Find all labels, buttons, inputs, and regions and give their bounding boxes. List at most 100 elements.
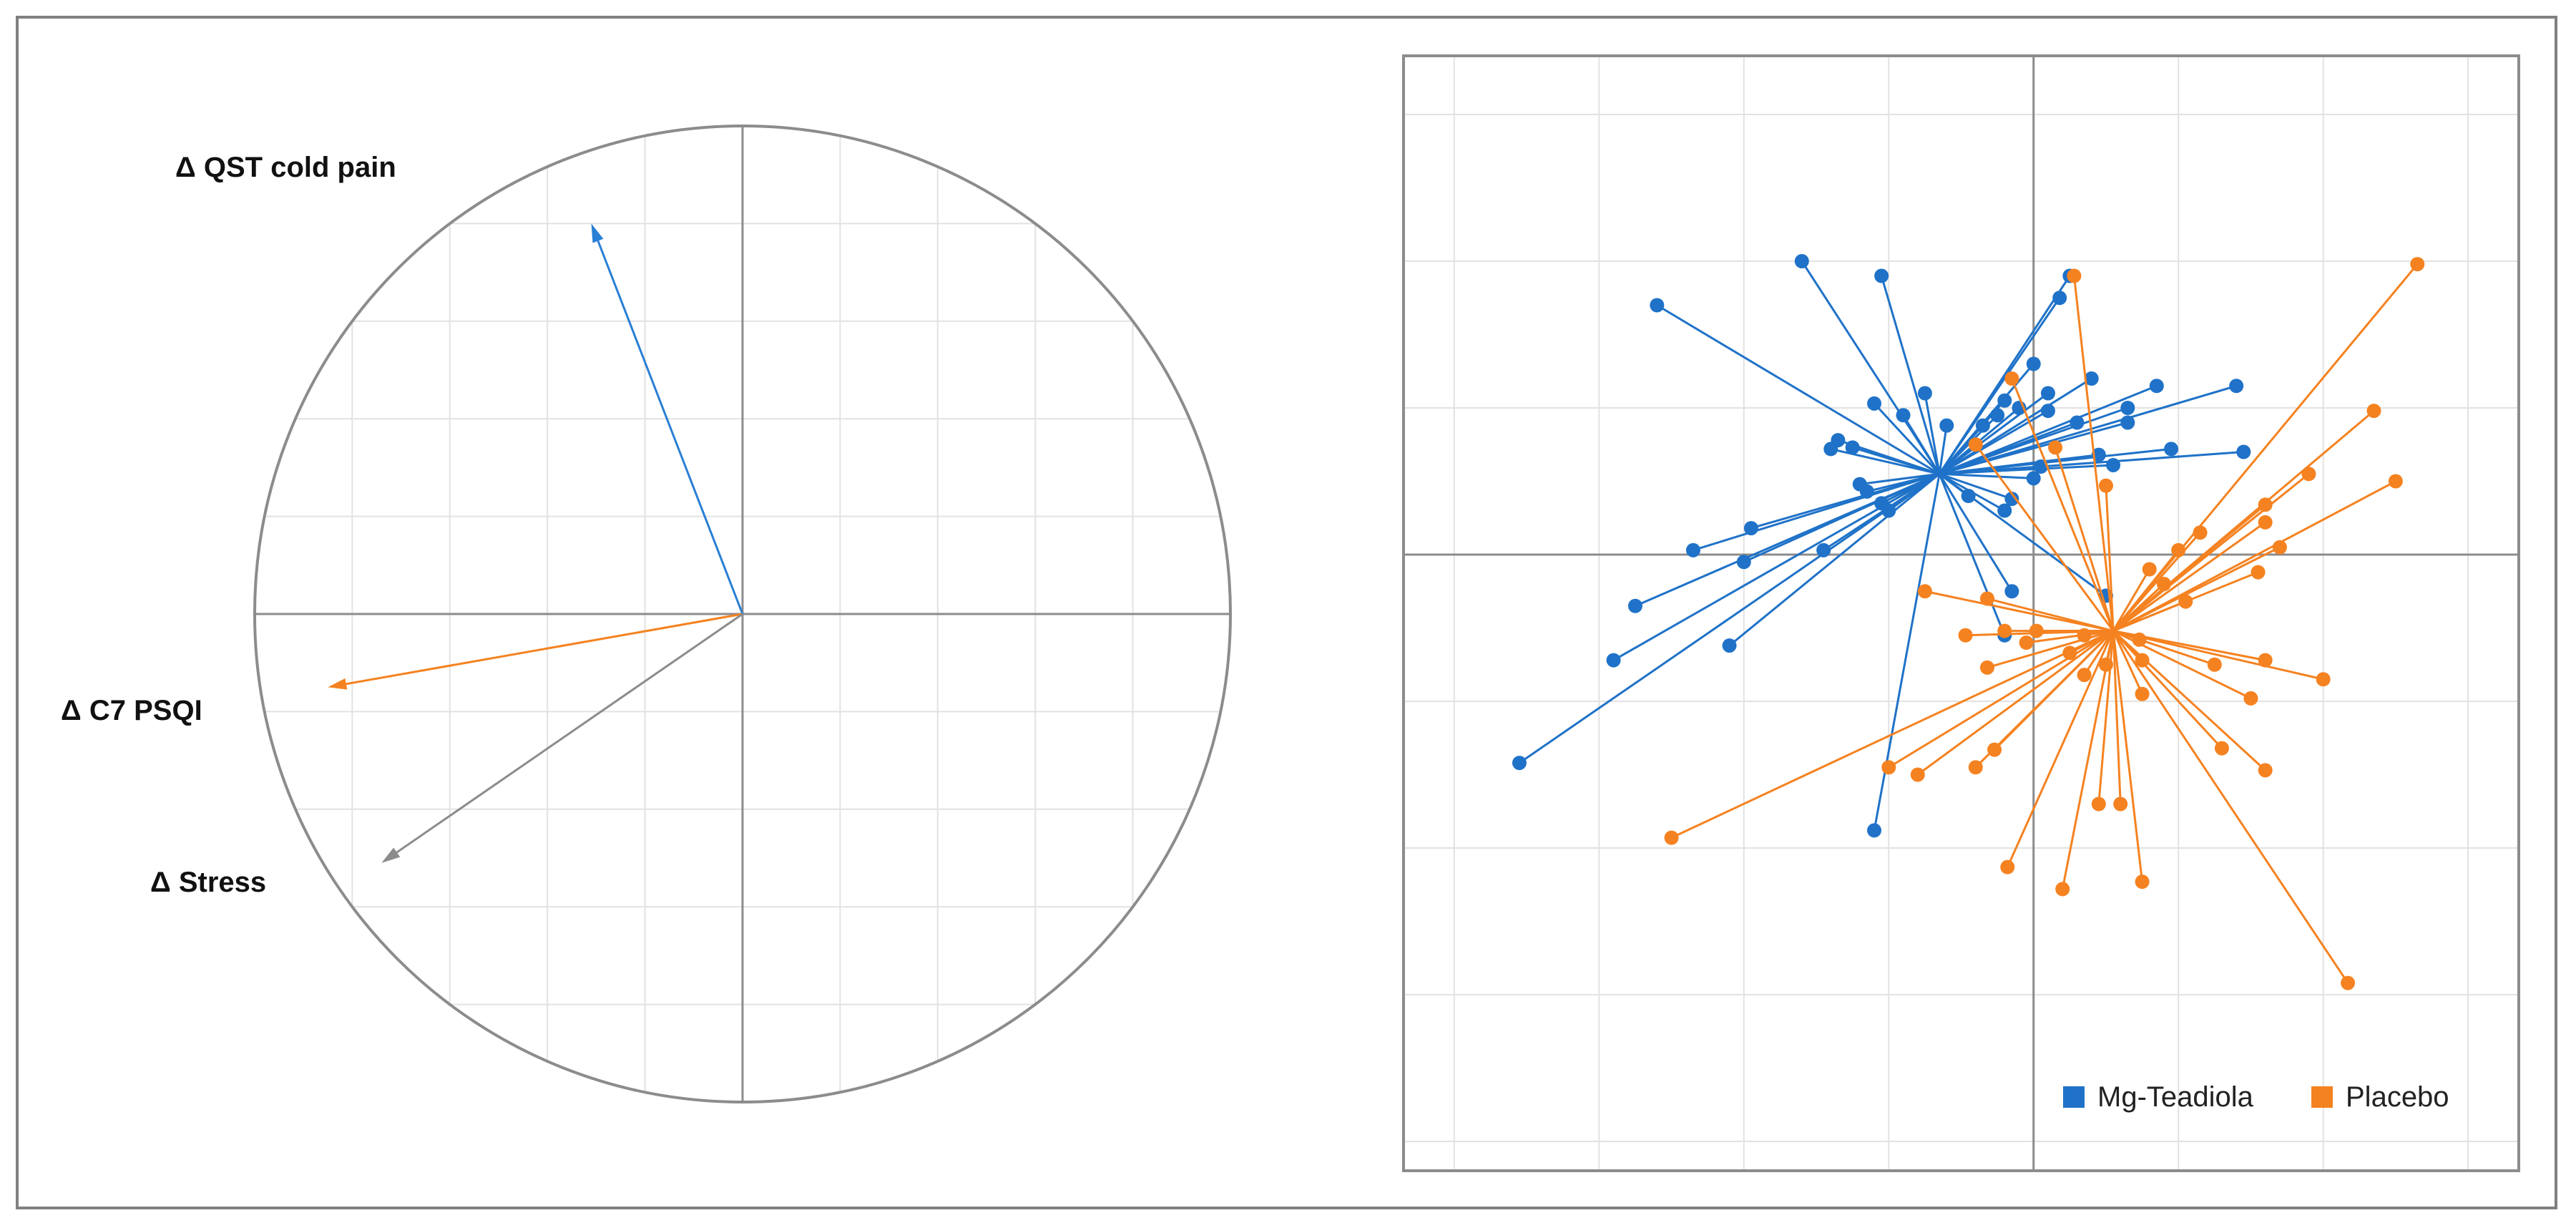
data-point — [2033, 459, 2048, 474]
star-segment — [1519, 473, 1940, 764]
scatter-grid — [1404, 56, 2519, 1171]
data-point — [2106, 457, 2121, 472]
star-segment — [1924, 393, 1941, 474]
star-segment — [1938, 425, 1948, 474]
data-point — [2178, 594, 2193, 609]
data-point — [2026, 471, 2041, 486]
data-point — [1961, 489, 1976, 503]
series-mg-teadiola — [1512, 254, 2251, 838]
star-segment — [2006, 630, 2115, 868]
arrow-head — [381, 847, 401, 863]
correlation-circle-panel: Δ QST cold pain Δ C7 PSQI Δ Stress — [61, 125, 1232, 1103]
star-segment — [2083, 630, 2115, 676]
legend-swatch — [2063, 1086, 2085, 1108]
data-point — [1650, 298, 1665, 313]
data-point — [2113, 796, 2128, 812]
star-segment — [1974, 444, 2115, 632]
data-point — [2019, 635, 2034, 650]
data-point — [2171, 542, 2186, 557]
data-point — [2120, 401, 2135, 415]
data-point — [1968, 760, 1983, 775]
data-point — [2004, 492, 2019, 507]
data-point — [1990, 408, 2005, 423]
data-point — [1979, 591, 1994, 606]
star-segment — [1994, 630, 2115, 751]
star-segment — [1859, 472, 1940, 486]
data-point — [2091, 796, 2106, 812]
data-point — [1910, 767, 1925, 782]
star-segment — [1987, 598, 2114, 633]
star-segment — [1939, 472, 2034, 479]
star-segment — [2112, 630, 2215, 666]
plot-background — [1404, 56, 2519, 1171]
star-segment — [1939, 465, 2041, 475]
data-point — [2098, 478, 2113, 493]
loading-vector — [346, 613, 743, 686]
star-segment — [1987, 630, 2114, 669]
star-segment — [1939, 406, 2128, 475]
star-segment — [2010, 378, 2115, 632]
data-point — [2258, 763, 2273, 778]
star-segment — [2112, 630, 2143, 695]
data-point — [2000, 859, 2015, 874]
star-segment — [1873, 402, 1941, 475]
star-segment — [2112, 630, 2223, 749]
data-point — [2135, 653, 2150, 668]
data-point — [2207, 657, 2222, 672]
star-segment — [1656, 304, 1940, 475]
data-point — [1867, 396, 1882, 411]
data-point — [2410, 257, 2425, 272]
star-segment — [1635, 472, 1940, 608]
star-segment — [2112, 600, 2186, 632]
data-point — [2120, 415, 2135, 430]
variable-label: Δ C7 PSQI — [61, 695, 202, 726]
data-point — [1958, 628, 1973, 643]
data-point — [1852, 477, 1867, 492]
star-segment — [2112, 630, 2144, 882]
data-point — [1816, 542, 1831, 557]
loading-vector — [597, 240, 744, 615]
data-point — [2077, 668, 2092, 683]
data-point — [1881, 503, 1896, 518]
star-segment — [2112, 568, 2151, 632]
data-point — [2229, 379, 2244, 394]
star-segment — [2061, 630, 2115, 890]
data-point — [1736, 555, 1751, 570]
data-point — [2004, 584, 2019, 599]
data-point — [2341, 975, 2356, 990]
data-point — [2236, 444, 2251, 459]
series-placebo — [1664, 257, 2425, 990]
legend: Mg-Teadiola Placebo — [2063, 1081, 2449, 1113]
star-segment — [2112, 480, 2396, 632]
data-point — [2316, 672, 2331, 687]
star-segment — [2054, 447, 2115, 632]
variable-label: Δ QST cold pain — [175, 152, 396, 183]
data-point — [2164, 442, 2179, 457]
data-point — [2258, 515, 2273, 530]
data-point — [2243, 691, 2258, 706]
star-segment — [2026, 630, 2114, 644]
star-segment — [1939, 454, 2100, 475]
star-segment — [1693, 472, 1940, 552]
star-segment — [1939, 392, 2049, 475]
star-segment — [2112, 630, 2122, 804]
data-point — [2272, 540, 2287, 555]
data-point — [2193, 525, 2208, 540]
unit-circle — [253, 125, 1232, 1103]
data-point — [1987, 742, 2002, 757]
data-point — [2040, 404, 2055, 419]
data-point — [2004, 371, 2019, 386]
data-point — [1896, 408, 1911, 423]
data-point — [2132, 632, 2147, 647]
variable-label: Δ Stress — [150, 867, 266, 898]
star-segment — [1880, 276, 1941, 474]
data-point — [1939, 418, 1954, 433]
data-point — [2142, 562, 2157, 577]
star-segment — [2072, 276, 2115, 631]
data-point — [2084, 371, 2099, 386]
star-segment — [2112, 583, 2165, 632]
data-point — [1512, 756, 1527, 771]
star-segment — [2112, 504, 2266, 632]
data-point — [2077, 628, 2092, 643]
star-segment — [2112, 549, 2180, 632]
